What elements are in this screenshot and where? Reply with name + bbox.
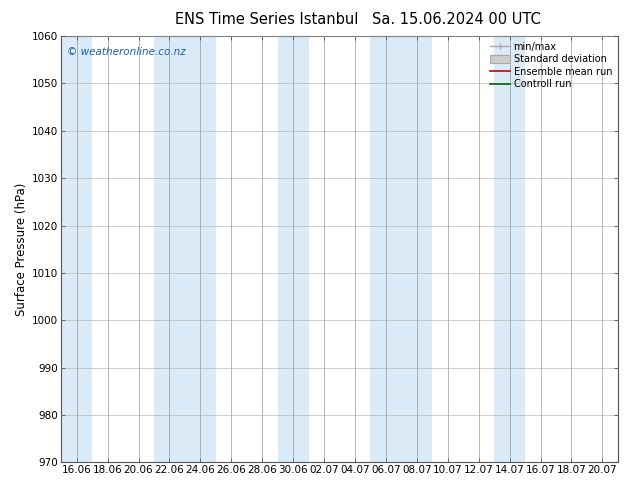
Bar bbox=[494, 36, 525, 462]
Bar bbox=[185, 36, 216, 462]
Text: © weatheronline.co.nz: © weatheronline.co.nz bbox=[67, 47, 186, 57]
Bar bbox=[278, 36, 309, 462]
Text: Sa. 15.06.2024 00 UTC: Sa. 15.06.2024 00 UTC bbox=[372, 12, 541, 27]
Bar bbox=[61, 36, 92, 462]
Text: ENS Time Series Istanbul: ENS Time Series Istanbul bbox=[174, 12, 358, 27]
Y-axis label: Surface Pressure (hPa): Surface Pressure (hPa) bbox=[15, 182, 28, 316]
Bar bbox=[370, 36, 401, 462]
Bar bbox=[401, 36, 432, 462]
Legend: min/max, Standard deviation, Ensemble mean run, Controll run: min/max, Standard deviation, Ensemble me… bbox=[488, 39, 615, 92]
Bar bbox=[154, 36, 185, 462]
